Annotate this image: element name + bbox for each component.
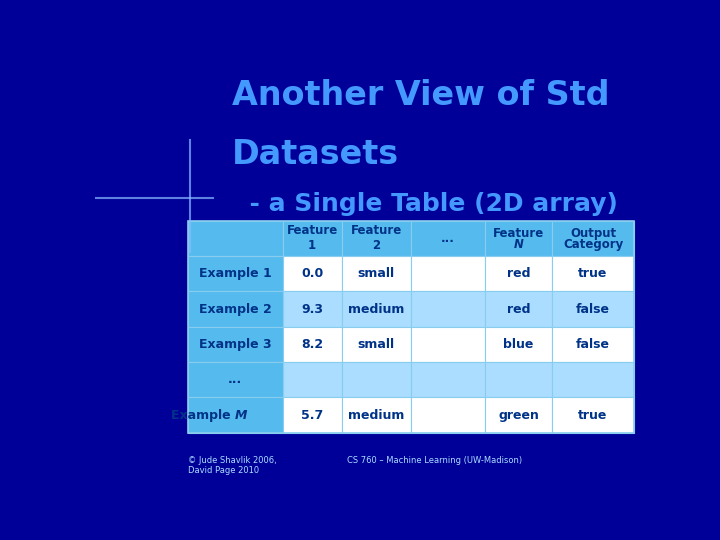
Text: medium: medium — [348, 302, 405, 315]
Bar — [411, 256, 485, 292]
Bar — [552, 362, 634, 397]
Text: Datasets: Datasets — [233, 138, 400, 171]
Text: © Jude Shavlik 2006,
David Page 2010: © Jude Shavlik 2006, David Page 2010 — [188, 456, 276, 475]
Bar — [188, 256, 282, 292]
Text: Feature
2: Feature 2 — [351, 225, 402, 252]
Text: Feature
1: Feature 1 — [287, 225, 338, 252]
Text: 9.3: 9.3 — [301, 302, 323, 315]
Bar — [341, 221, 411, 256]
Bar — [188, 221, 282, 256]
Bar — [341, 362, 411, 397]
Bar — [485, 292, 552, 327]
Text: 8.2: 8.2 — [301, 338, 323, 351]
Bar — [411, 362, 485, 397]
Bar — [188, 397, 282, 433]
Text: red: red — [507, 302, 531, 315]
Text: medium: medium — [348, 409, 405, 422]
Text: small: small — [358, 338, 395, 351]
Text: 0.0: 0.0 — [301, 267, 323, 280]
Bar — [341, 292, 411, 327]
Bar — [341, 397, 411, 433]
Text: green: green — [498, 409, 539, 422]
Text: Category: Category — [563, 238, 623, 251]
Text: N: N — [513, 238, 523, 251]
Bar — [341, 256, 411, 292]
Bar — [282, 327, 341, 362]
Text: false: false — [576, 338, 610, 351]
Bar — [341, 327, 411, 362]
Bar — [485, 221, 552, 256]
Bar — [411, 292, 485, 327]
Text: M: M — [235, 409, 248, 422]
Bar — [485, 256, 552, 292]
Bar — [188, 327, 282, 362]
Bar — [188, 362, 282, 397]
Text: ...: ... — [228, 373, 242, 386]
Bar — [552, 327, 634, 362]
Bar — [552, 256, 634, 292]
Text: Example 2: Example 2 — [199, 302, 271, 315]
Bar — [282, 397, 341, 433]
Bar — [282, 256, 341, 292]
Text: red: red — [507, 267, 531, 280]
Text: CS 760 – Machine Learning (UW-Madison): CS 760 – Machine Learning (UW-Madison) — [347, 456, 522, 464]
Bar — [411, 397, 485, 433]
Bar — [411, 327, 485, 362]
Text: Output: Output — [570, 227, 616, 240]
Bar — [282, 221, 341, 256]
Text: Feature: Feature — [493, 227, 544, 240]
Text: 5.7: 5.7 — [301, 409, 323, 422]
Text: ...: ... — [441, 232, 455, 245]
Bar — [552, 397, 634, 433]
Text: false: false — [576, 302, 610, 315]
Text: blue: blue — [503, 338, 534, 351]
Bar — [485, 327, 552, 362]
Text: Another View of Std: Another View of Std — [233, 79, 610, 112]
Bar — [485, 397, 552, 433]
Bar — [282, 362, 341, 397]
Text: Example: Example — [171, 409, 235, 422]
Bar — [188, 292, 282, 327]
Text: true: true — [578, 267, 608, 280]
Bar — [485, 362, 552, 397]
Text: Example 1: Example 1 — [199, 267, 271, 280]
Text: small: small — [358, 267, 395, 280]
Bar — [552, 221, 634, 256]
Bar — [411, 221, 485, 256]
Text: true: true — [578, 409, 608, 422]
Text: - a Single Table (2D array): - a Single Table (2D array) — [233, 192, 618, 215]
Bar — [552, 292, 634, 327]
Text: Example 3: Example 3 — [199, 338, 271, 351]
Bar — [282, 292, 341, 327]
